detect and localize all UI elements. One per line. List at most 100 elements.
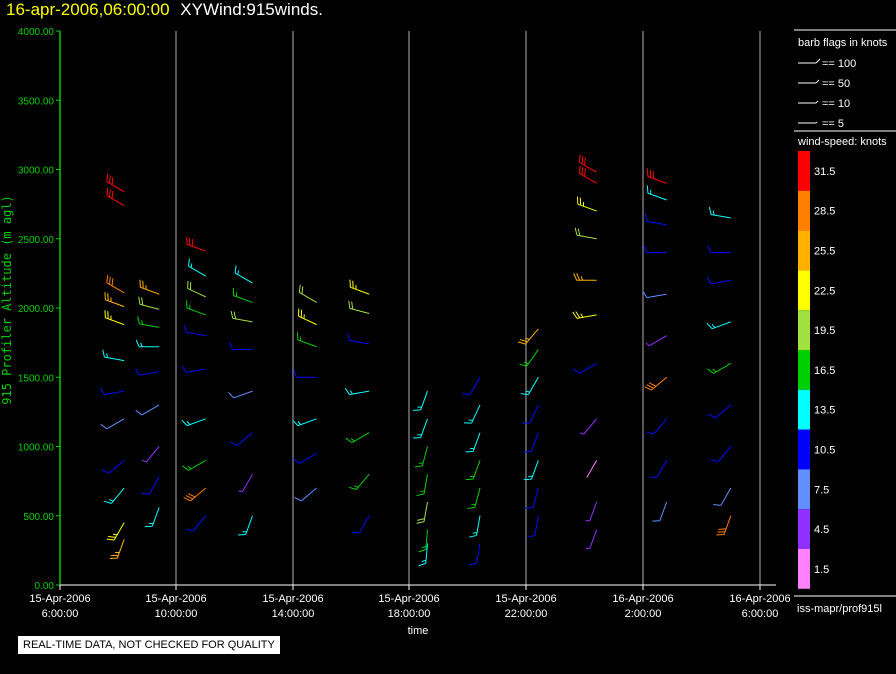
barb-flag: [416, 493, 425, 497]
barb-flag: [135, 409, 143, 416]
barb-flag: [106, 538, 115, 541]
speed-legend-swatch: [798, 310, 810, 350]
barb-staff: [245, 515, 253, 535]
x-tick-label-date: 15-Apr-2006: [262, 593, 323, 605]
barb-flag: [351, 531, 360, 534]
speed-legend-label: 25.5: [814, 246, 835, 258]
barb-staff: [351, 432, 370, 444]
wind-barb: [523, 432, 539, 453]
barb-flag: [467, 506, 475, 509]
flag-legend: barb flags in knots == 100 == 50 == 10 == 5: [794, 29, 896, 132]
barb-flag: [578, 154, 581, 163]
x-tick-label-date: 15-Apr-2006: [378, 593, 439, 605]
wind-barb: [109, 539, 125, 560]
barb-half-flag: [421, 546, 427, 549]
barb-half-flag: [186, 421, 191, 425]
speed-legend-label: 19.5: [814, 325, 835, 337]
barb-flag: [706, 322, 713, 330]
barb-staff: [720, 487, 732, 506]
wind-barb: [573, 273, 597, 281]
wind-barb: [467, 487, 481, 509]
flag-legend-symbol: [815, 100, 819, 104]
barb-staff: [713, 362, 732, 374]
barb-staff: [534, 515, 539, 536]
barb-half-flag: [141, 320, 143, 325]
wind-barb: [185, 515, 207, 532]
wind-barb: [416, 474, 428, 497]
barb-staff: [141, 404, 160, 416]
barb-staff: [233, 295, 253, 303]
wind-barb: [137, 316, 160, 328]
barb-flag: [348, 486, 357, 490]
wind-barb: [106, 522, 125, 541]
wind-barb: [710, 446, 732, 463]
wind-barb: [348, 300, 370, 315]
wind-barb: [186, 236, 207, 252]
barb-staff: [651, 376, 667, 391]
barb-staff: [299, 452, 317, 464]
wind-barb: [182, 459, 207, 471]
barb-staff: [358, 515, 370, 534]
barb-staff: [717, 446, 732, 463]
vertical-grid-lines: [175, 31, 761, 585]
barb-flag: [228, 392, 235, 399]
barb-staff: [649, 335, 667, 347]
y-tick-label: 1500.00: [18, 373, 55, 384]
wind-barb: [652, 501, 668, 522]
wind-barb: [238, 473, 253, 493]
barb-flag: [468, 562, 477, 566]
title-name: XYWind:915winds.: [180, 0, 323, 19]
wind-barb: [572, 311, 597, 319]
wind-barb: [523, 460, 539, 481]
wind-barb: [344, 387, 370, 396]
barb-flag: [527, 534, 535, 538]
barb-staff: [656, 460, 668, 478]
barb-flag: [344, 387, 350, 395]
barb-staff: [190, 487, 207, 502]
barb-flag: [181, 419, 188, 426]
barb-staff: [148, 476, 160, 495]
wind-barb: [708, 206, 731, 219]
barb-staff: [423, 474, 428, 494]
wind-barb: [106, 187, 125, 206]
barb-flag: [347, 333, 350, 341]
barb-flag: [577, 228, 581, 236]
barb-half-flag: [106, 353, 108, 358]
barb-flag: [230, 310, 234, 319]
barb-half-flag: [645, 342, 650, 347]
barb-staff: [471, 404, 481, 424]
speed-legend-label: 4.5: [814, 524, 829, 536]
wind-barb: [345, 432, 370, 444]
barb-flag: [643, 245, 648, 253]
speed-legend-label: 16.5: [814, 365, 835, 377]
x-tick-label-time: 6:00:00: [742, 608, 779, 620]
source-label: iss-mapr/prof915l: [797, 603, 882, 615]
barb-flag: [185, 528, 194, 532]
barb-flag: [233, 311, 237, 320]
wind-barb: [104, 292, 125, 308]
barb-staff: [186, 418, 207, 427]
barb-flag: [644, 213, 648, 222]
speed-legend-title: wind-speed: knots: [797, 136, 887, 148]
flag-legend-symbol: [815, 121, 818, 124]
wind-barb: [579, 418, 598, 435]
wind-barb: [135, 339, 160, 348]
barb-flag: [648, 382, 657, 387]
wind-barb: [230, 310, 253, 323]
barb-half-flag: [140, 342, 143, 347]
barb-flag: [574, 227, 578, 236]
barb-flag: [183, 324, 187, 333]
barb-staff: [653, 418, 668, 435]
wind-barb: [465, 460, 481, 481]
barb-staff: [145, 446, 160, 463]
barb-flag: [584, 157, 586, 166]
wind-barb: [418, 543, 428, 567]
speed-legend-swatch: [798, 469, 810, 510]
barb-half-flag: [712, 210, 715, 216]
barb-staff: [472, 432, 481, 452]
barb-flag: [108, 535, 116, 538]
y-tick-label: 4000.00: [18, 27, 55, 38]
barb-staff: [188, 265, 207, 277]
wind-barb: [144, 507, 160, 528]
